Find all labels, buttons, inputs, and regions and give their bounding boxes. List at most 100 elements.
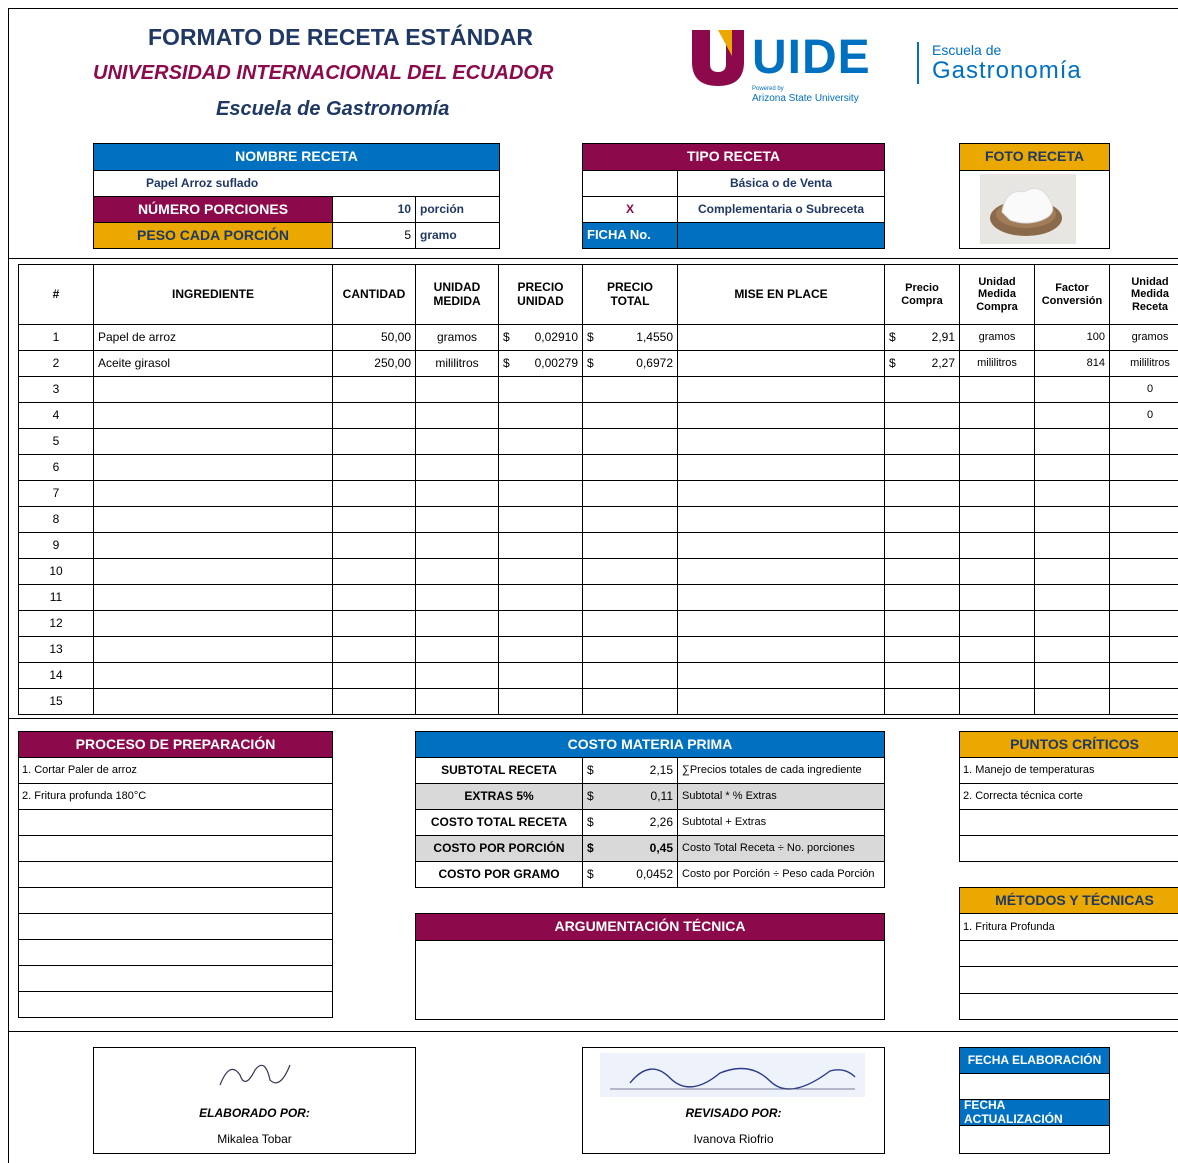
table-cell (1109, 558, 1178, 585)
cost-value: $2,26 (582, 809, 678, 836)
table-cell (959, 688, 1035, 715)
signature-label: REVISADO POR: (685, 1105, 782, 1120)
currency: $ (587, 866, 594, 881)
table-cell (332, 480, 416, 507)
process-step (18, 939, 333, 966)
table-cell (1109, 688, 1178, 715)
table-cell (332, 584, 416, 611)
cost-value: $0,0452 (582, 861, 678, 888)
table-cell (959, 532, 1035, 559)
cost-label: COSTO POR PORCIÓN (415, 835, 583, 862)
table-cell (93, 584, 333, 611)
label: FICHA No. (582, 222, 678, 249)
table-cell: Papel de arroz (93, 324, 333, 351)
table-cell: mililitros (959, 350, 1035, 377)
process-step: 1. Cortar Paler de arroz (18, 757, 333, 784)
price-cell (884, 688, 960, 715)
unit: gramo (415, 222, 500, 249)
table-cell (959, 636, 1035, 663)
table-cell (1034, 610, 1110, 637)
table-cell (93, 402, 333, 429)
process-step (18, 965, 333, 992)
table-cell (1109, 532, 1178, 559)
table-cell (1034, 506, 1110, 533)
table-cell (332, 636, 416, 663)
table-cell (332, 402, 416, 429)
table-cell (332, 454, 416, 481)
table-cell (959, 480, 1035, 507)
section-header: NOMBRE RECETA (93, 143, 500, 171)
price-cell (884, 428, 960, 455)
table-cell: Aceite girasol (93, 350, 333, 377)
table-cell: gramos (415, 324, 499, 351)
logo-asu: Arizona State University (752, 93, 859, 104)
table-cell: 7 (18, 480, 94, 507)
price-cell (884, 558, 960, 585)
section-header: PUNTOS CRÍTICOS (959, 731, 1178, 758)
cost-value: $0,45 (582, 835, 678, 862)
price-cell: $1,4550 (582, 324, 678, 351)
table-cell (415, 558, 499, 585)
price-cell: $2,91 (884, 324, 960, 351)
price-cell (582, 688, 678, 715)
column-header: UNIDAD MEDIDA (415, 264, 499, 325)
section-header: TIPO RECETA (582, 143, 885, 171)
price-cell (498, 506, 583, 533)
critical-item: 1. Manejo de temperaturas (959, 757, 1178, 784)
cost-value: $2,15 (582, 757, 678, 784)
price-cell (498, 532, 583, 559)
cell (677, 222, 885, 249)
table-cell (93, 532, 333, 559)
cost-note: ∑Precios totales de cada ingrediente (677, 757, 885, 784)
critical-item (959, 809, 1178, 836)
currency: $ (503, 329, 510, 344)
table-cell (415, 584, 499, 611)
table-cell (959, 376, 1035, 403)
signature-label: ELABORADO POR: (199, 1105, 310, 1120)
section-header: FOTO RECETA (959, 143, 1110, 171)
table-cell (959, 610, 1035, 637)
table-cell (332, 662, 416, 689)
table-cell: 250,00 (332, 350, 416, 377)
table-cell: 0 (1109, 376, 1178, 403)
table-cell (93, 376, 333, 403)
table-cell (1034, 688, 1110, 715)
table-cell (93, 636, 333, 663)
table-cell: 814 (1034, 350, 1110, 377)
amount: 2,27 (931, 355, 955, 370)
table-cell: 4 (18, 402, 94, 429)
border (8, 8, 1178, 9)
table-cell: 11 (18, 584, 94, 611)
price-cell (582, 428, 678, 455)
table-cell (415, 532, 499, 559)
table-cell (93, 506, 333, 533)
table-cell: 50,00 (332, 324, 416, 351)
price-cell (884, 376, 960, 403)
price-cell (582, 454, 678, 481)
label: PESO CADA PORCIÓN (93, 222, 333, 249)
cost-label: EXTRAS 5% (415, 783, 583, 810)
cost-note: Subtotal * % Extras (677, 783, 885, 810)
amount: 2,15 (649, 762, 673, 777)
table-cell (415, 480, 499, 507)
logo-school-top: Escuela de (932, 42, 1002, 58)
table-cell: gramos (959, 324, 1035, 351)
section-header: ARGUMENTACIÓN TÉCNICA (415, 913, 885, 941)
column-header: CANTIDAD (332, 264, 416, 325)
table-cell (93, 662, 333, 689)
signature-name: Ivanova Riofrio (693, 1131, 774, 1146)
price-cell (884, 506, 960, 533)
table-cell: 14 (18, 662, 94, 689)
column-header: INGREDIENTE (93, 264, 333, 325)
logo-powered: Powered by (752, 86, 784, 92)
university: UNIVERSIDAD INTERNACIONAL DEL ECUADOR (93, 62, 554, 84)
price-cell (498, 376, 583, 403)
option: Complementaria o Subreceta (677, 196, 885, 223)
table-cell (959, 558, 1035, 585)
photo-box (959, 170, 1110, 249)
table-cell: 1 (18, 324, 94, 351)
table-cell: 10 (18, 558, 94, 585)
price-cell (582, 402, 678, 429)
table-cell (677, 688, 885, 715)
value: 5 (332, 222, 416, 249)
